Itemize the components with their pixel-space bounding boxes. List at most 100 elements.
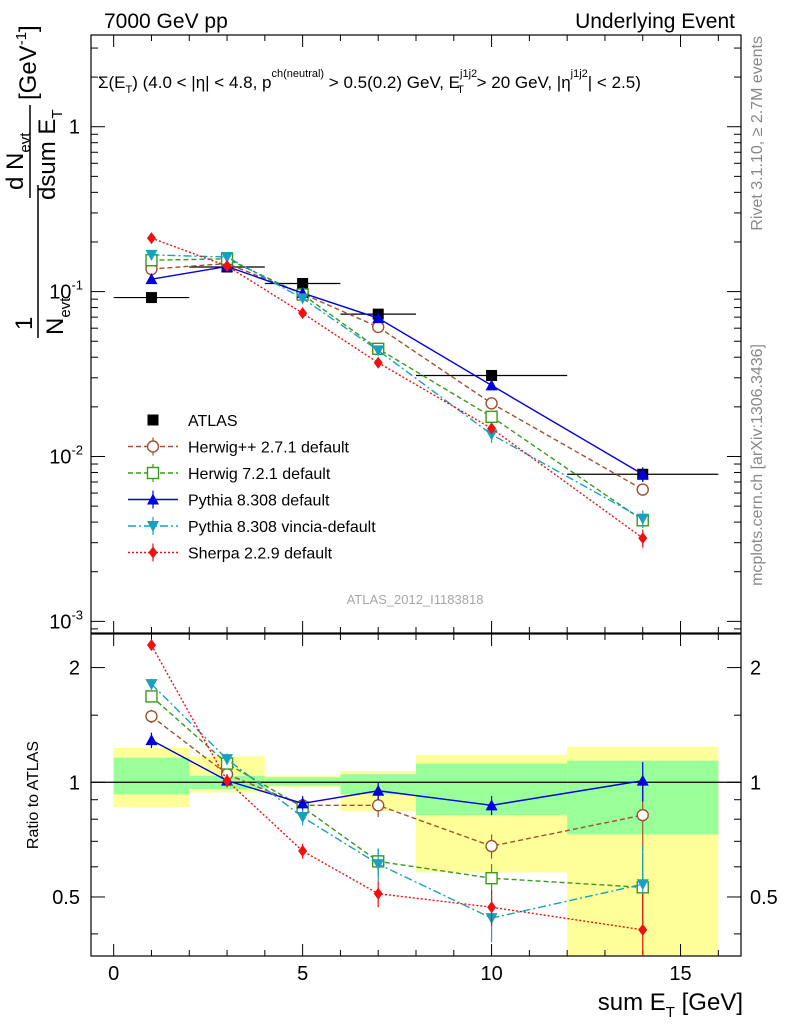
ratio-data-point (487, 901, 497, 914)
ratio-data-point (298, 845, 308, 858)
legend-marker (146, 440, 160, 453)
ratio-y-tick-label: 2 (69, 658, 80, 680)
ratio-data-point (296, 812, 309, 824)
analysis-watermark: ATLAS_2012_I1183818 (347, 592, 484, 607)
x-tick-label: 5 (297, 963, 308, 985)
ratio-series-line (150, 683, 643, 919)
ratio-data-point (146, 639, 156, 652)
ratio-y-tick-label: 0.5 (52, 887, 80, 909)
y-axis-label-main: 1 Nevt d Nevt dsum ET [GeV-1] (2, 25, 74, 338)
main-data-point (146, 232, 156, 245)
legend-label: ATLAS (188, 413, 238, 430)
ratio-series-layer (145, 639, 649, 956)
main-data-point (485, 379, 498, 391)
ratio-data-point (636, 774, 649, 786)
ratio-data-point (636, 879, 649, 891)
svg-text:Nevt: Nevt (42, 297, 74, 335)
ratio-y-tick-label-right: 1 (750, 772, 761, 794)
y-axis-label-ratio: Ratio to ATLAS (25, 741, 42, 849)
ratio-data-point (485, 872, 498, 885)
mcplots-source-label: mcplots.cern.ch [arXiv:1306.3436] (749, 344, 766, 586)
legend-marker (148, 546, 158, 559)
legend-label: Sherpa 2.2.9 default (188, 546, 333, 563)
legend: ATLAS Herwig++ 2.7.1 default Herwig 7.2.1 … (128, 413, 376, 563)
svg-text:dsum ET: dsum ET (34, 109, 66, 200)
main-data-point (145, 249, 158, 261)
ratio-data-point (372, 859, 385, 871)
ratio-y-tick-label: 1 (69, 772, 80, 794)
legend-marker (147, 493, 159, 505)
y-tick-label: 10-3 (49, 607, 83, 633)
x-tick-label: 10 (480, 963, 502, 985)
ratio-data-point (145, 734, 158, 746)
main-data-point (485, 410, 498, 424)
main-data-point (638, 532, 648, 545)
main-data-point (373, 356, 383, 369)
ratio-stat-band-0 (113, 757, 190, 795)
main-data-point (221, 252, 234, 264)
main-data-point (298, 307, 308, 320)
legend-marker (147, 521, 159, 532)
header-right: Underlying Event (575, 10, 735, 33)
ratio-data-point (372, 784, 385, 796)
ratio-data-point (485, 799, 498, 811)
main-data-point (485, 397, 498, 410)
main-data-point (485, 429, 498, 441)
main-data-point (486, 369, 498, 381)
ratio-data-point (638, 923, 648, 936)
ratio-data-point (221, 754, 234, 766)
main-series-4 (145, 249, 649, 528)
legend-label: Pythia 8.308 default (188, 493, 330, 510)
main-series-5 (146, 232, 648, 548)
plot-title: Σ(ET) (4.0 < |η| < 4.8, pch(neutral) > 0… (98, 68, 641, 96)
ratio-data-point (145, 710, 158, 723)
ratio-data-point (145, 690, 158, 703)
ratio-y-tick-label-right: 0.5 (750, 887, 778, 909)
main-data-point (636, 483, 649, 496)
main-data-point (145, 292, 157, 304)
ratio-uncertainty-bands (113, 746, 719, 956)
ratio-data-point (296, 797, 309, 809)
main-series-1 (145, 257, 649, 496)
ratio-series-line (150, 644, 643, 931)
main-series-line (151, 265, 644, 475)
main-data-point (145, 273, 158, 285)
ratio-data-point (485, 839, 498, 853)
svg-text:[GeV-1]: [GeV-1] (13, 25, 42, 100)
main-data-point (636, 513, 649, 525)
main-data-point (487, 422, 497, 435)
ratio-data-point (222, 774, 232, 787)
svg-text:1: 1 (11, 317, 38, 330)
ratio-data-point (145, 679, 158, 691)
x-axis-label: sum ET [GeV] (598, 989, 743, 1021)
legend-label: Herwig++ 2.7.1 default (188, 440, 350, 457)
header-left: 7000 GeV pp (104, 10, 228, 33)
x-tick-label: 0 (108, 963, 119, 985)
svg-text:d Nevt: d Nevt (2, 132, 34, 190)
y-tick-label: 10-2 (49, 442, 83, 468)
ratio-data-point (373, 887, 383, 900)
ratio-series-4 (146, 639, 648, 956)
main-data-point (372, 312, 385, 324)
y-tick-label: 1 (69, 117, 80, 139)
legend-marker (147, 414, 159, 426)
legend-marker (146, 466, 160, 480)
ratio-y-tick-label-right: 2 (750, 658, 761, 680)
x-tick-label: 15 (669, 963, 691, 985)
main-data-point (297, 277, 309, 289)
main-series-line (151, 254, 644, 520)
legend-label: Herwig 7.2.1 default (188, 466, 331, 483)
main-data-point (636, 468, 649, 480)
ratio-data-point (372, 799, 385, 812)
rivet-version-label: Rivet 3.1.10, ≥ 2.7M events (749, 36, 766, 231)
ratio-stat-band-2 (264, 777, 341, 786)
legend-label: Pythia 8.308 vincia-default (188, 519, 376, 536)
main-data-point (372, 345, 385, 357)
ratio-series-line (151, 739, 643, 807)
main-data-point (222, 259, 232, 272)
y-tick-label: 10-1 (49, 278, 83, 304)
main-series-layer (113, 232, 719, 548)
main-series-2 (145, 252, 649, 528)
ratio-series-3 (145, 678, 649, 943)
